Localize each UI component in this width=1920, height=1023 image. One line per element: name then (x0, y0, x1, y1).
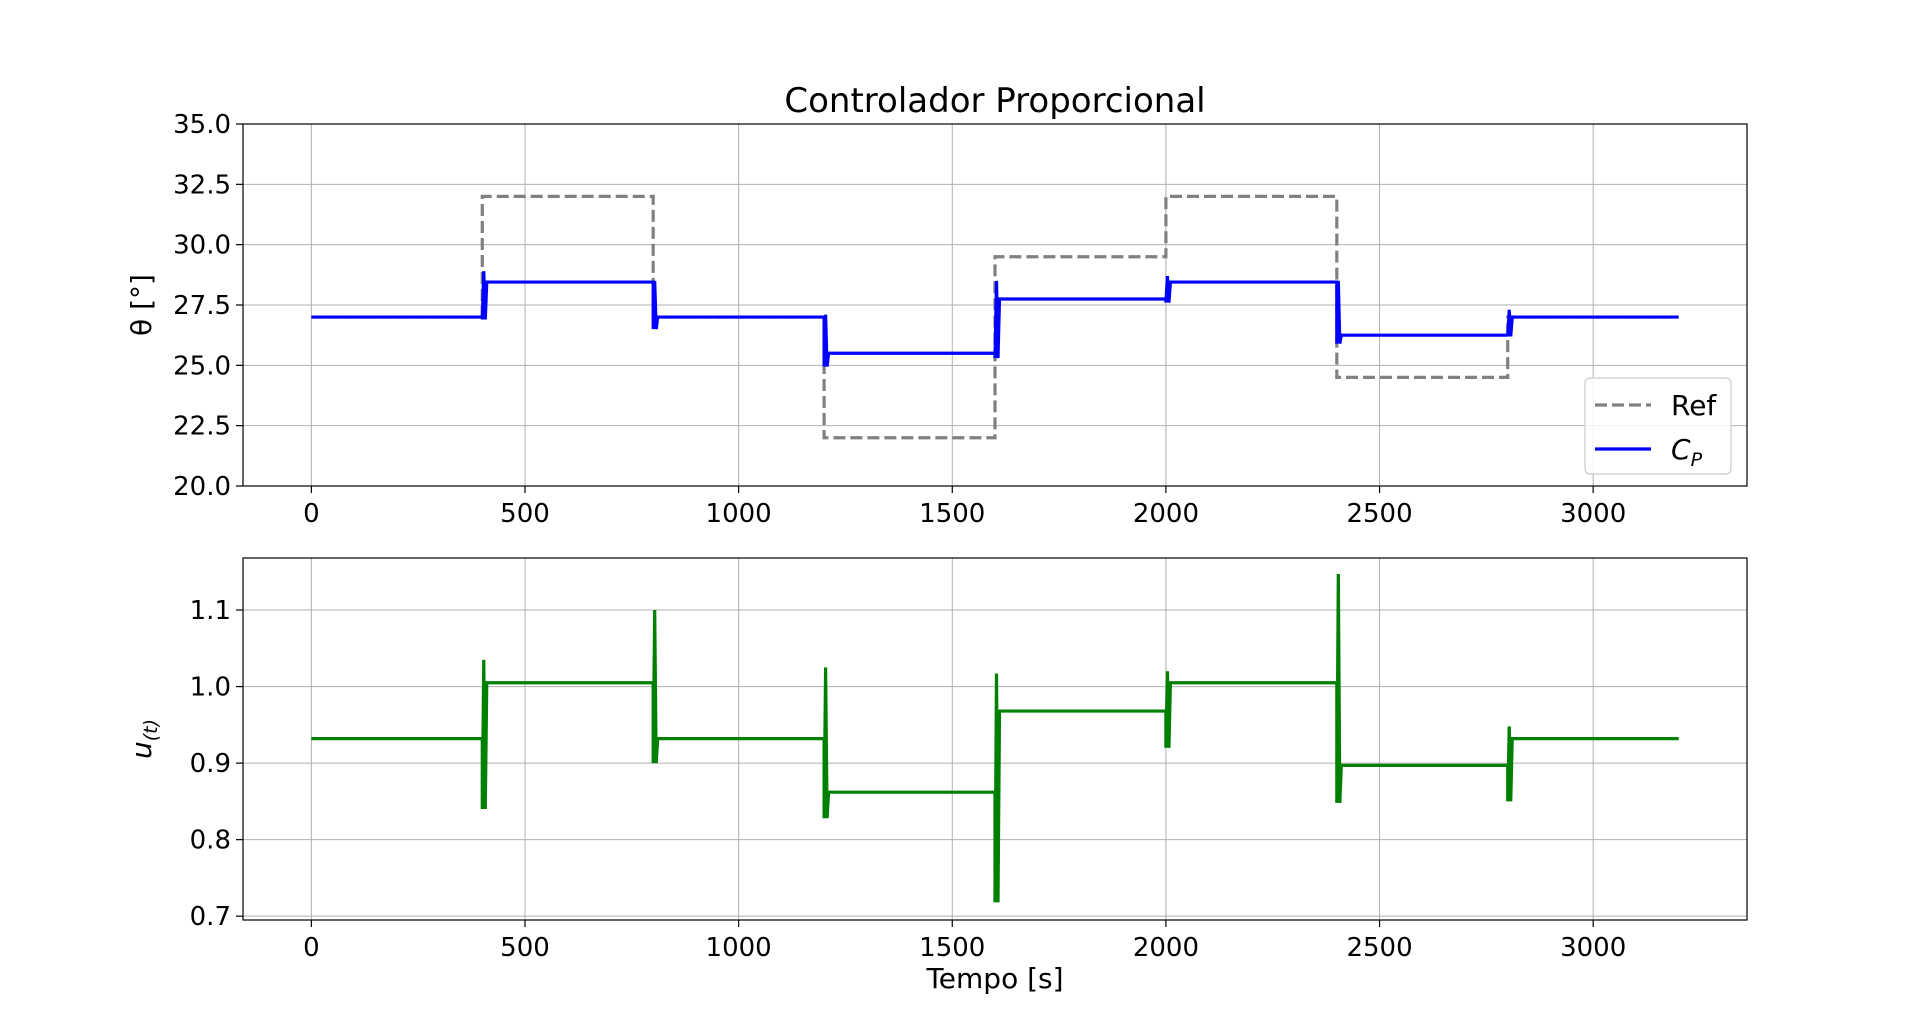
x-tick-label: 1000 (706, 933, 772, 963)
y-tick-label: 22.5 (173, 412, 231, 442)
y-tick-label: 25.0 (173, 351, 231, 381)
y-tick-label: 20.0 (173, 472, 231, 502)
bottom-y-axis-label-sub: (t) (140, 719, 162, 741)
x-tick-label: 1500 (919, 499, 985, 529)
bottom-plot-frame (242, 557, 1748, 921)
x-tick-label: 3000 (1560, 499, 1626, 529)
top-subplot: 0 500 1000 1500 2000 2500 3000 20.0 22.5 25.0 27.5… (125, 81, 1748, 529)
x-tick-label: 2500 (1346, 933, 1412, 963)
y-tick-label: 1.1 (190, 596, 231, 626)
top-series-1-line (311, 271, 1679, 367)
legend-label-1: CP (1671, 433, 1703, 471)
bottom-y-axis-label-main: u (125, 741, 158, 759)
top-ticks: 0 500 1000 1500 2000 2500 3000 20.0 22.5 25.0 27.5… (173, 110, 1626, 529)
x-axis-label: Tempo [s] (925, 962, 1063, 995)
top-y-axis-label: θ [°] (125, 274, 158, 336)
y-tick-label: 30.0 (173, 231, 231, 261)
y-tick-label: 35.0 (173, 110, 231, 140)
bottom-subplot: 0 500 1000 1500 2000 2500 30000.70.80.91.01.1 … (125, 557, 1748, 995)
bottom-ticks: 0 500 1000 1500 2000 2500 3000 0.7 0.8 0.9 1.0 1.1 (190, 596, 1627, 963)
legend-label-sub: P (1691, 449, 1703, 471)
y-tick-label: 0.9 (190, 749, 231, 779)
bottom-series-group (311, 574, 1679, 903)
y-tick-label: 0.7 (190, 902, 231, 932)
y-tick-label: 27.5 (173, 291, 231, 321)
bottom-y-axis-label: u(t) (125, 719, 162, 759)
x-tick-label: 2000 (1133, 933, 1199, 963)
x-tick-label: 500 (500, 499, 550, 529)
top-series-group (311, 194, 1679, 440)
x-tick-label: 2000 (1133, 499, 1199, 529)
top-series-0-line (311, 194, 1679, 440)
x-tick-label: 0 (303, 933, 320, 963)
chart-title: Controlador Proporcional (784, 81, 1205, 121)
y-tick-label: 32.5 (173, 170, 231, 200)
legend: Ref CP (1584, 377, 1732, 475)
x-tick-label: 2500 (1346, 499, 1412, 529)
x-tick-label: 3000 (1560, 933, 1626, 963)
x-tick-label: 500 (500, 933, 550, 963)
legend-label-main: C (1671, 433, 1691, 466)
x-tick-label: 1000 (706, 499, 772, 529)
y-tick-label: 1.0 (190, 673, 231, 703)
legend-label-0: Ref (1671, 389, 1717, 422)
y-tick-label: 0.8 (190, 826, 231, 856)
x-tick-label: 0 (303, 499, 320, 529)
bot-series-0-line (311, 574, 1679, 903)
x-tick-label: 1500 (919, 933, 985, 963)
